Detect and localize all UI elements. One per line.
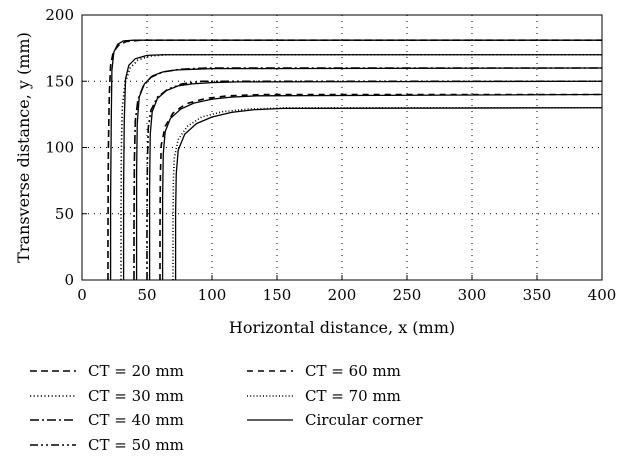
x-tick-label: 400 — [588, 286, 617, 304]
x-tick-label: 50 — [137, 286, 156, 304]
legend-label: CT = 30 mm — [88, 387, 184, 405]
series-line-4 — [146, 80, 602, 280]
series-line-7 — [109, 39, 603, 280]
series-group — [107, 39, 603, 280]
y-tick-label: 50 — [55, 205, 74, 223]
y-tick-label: 100 — [45, 139, 74, 157]
x-tick-label: 100 — [198, 286, 227, 304]
legend-label: CT = 60 mm — [305, 362, 401, 380]
series-line-5 — [159, 93, 602, 280]
x-tick-label: 0 — [77, 286, 87, 304]
series-line-3 — [133, 67, 602, 280]
y-tick-label: 200 — [45, 6, 74, 24]
legend-label: CT = 20 mm — [88, 362, 184, 380]
x-tick-label: 150 — [263, 286, 292, 304]
x-tick-labels: 0 50 100 150 200 250 300 350 400 — [77, 286, 616, 304]
x-tick-label: 200 — [328, 286, 357, 304]
series-line-6 — [172, 106, 602, 280]
legend: CT = 20 mm CT = 30 mm CT = 40 mm CT = 50 mm… — [30, 362, 423, 454]
series-line-2 — [120, 53, 602, 280]
x-tick-label: 350 — [523, 286, 552, 304]
legend-label: Circular corner — [305, 411, 423, 429]
legend-label: CT = 50 mm — [88, 436, 184, 454]
x-tick-label: 250 — [393, 286, 422, 304]
legend-label: CT = 70 mm — [305, 387, 401, 405]
y-tick-labels: 0 50 100 150 200 — [45, 6, 74, 289]
x-tick-label: 300 — [458, 286, 487, 304]
y-tick-label: 0 — [64, 271, 74, 289]
ticks — [81, 14, 603, 281]
series-line-1 — [107, 39, 602, 280]
legend-label: CT = 40 mm — [88, 411, 184, 429]
y-tick-label: 150 — [45, 72, 74, 90]
x-axis-title: Horizontal distance, x (mm) — [229, 318, 455, 337]
y-axis-title: Transverse distance, y (mm) — [14, 32, 33, 263]
